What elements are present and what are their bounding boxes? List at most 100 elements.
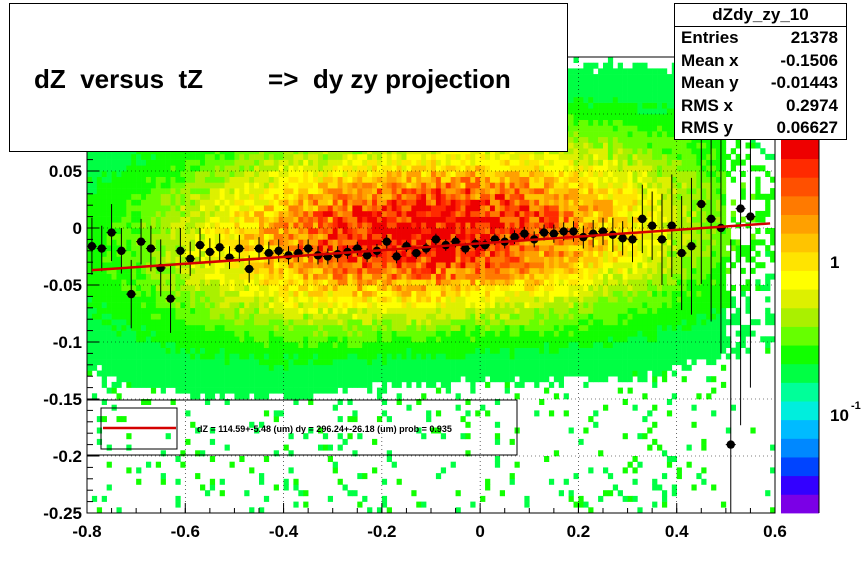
profile-marker [539,228,549,237]
color-scale-swatch [781,475,819,495]
axes: -0.8 -0.6 -0.4 -0.2 0 0.2 0.4 0.6 -0.25 -0.2 -0.15… [43,56,787,541]
profile-marker [677,248,686,258]
color-scale-swatch [781,419,819,439]
stat-label: RMS y [681,118,733,138]
profile-marker [107,228,116,237]
color-scale-swatch [781,140,819,160]
color-scale-swatch [781,382,819,402]
stat-value: -0.1506 [780,50,838,70]
stat-value: 0.06627 [776,118,838,138]
profile-point [627,216,638,263]
plot-title: dZ versus tZ => dy zy projection [34,64,511,94]
profile-marker [254,244,264,253]
stat-label: Mean y [681,73,739,93]
x-tick-label: 0.2 [567,522,591,541]
profile-marker [186,254,195,263]
title-box: dZ versus tZ => dy zy projection [9,3,568,152]
fit-legend-text: dZ = 114.59+-5.48 (um) dy = 296.24+-26.1… [197,424,452,434]
x-tick-label: -0.6 [171,522,200,541]
color-scale-swatch [781,438,819,458]
stats-row: RMS x 0.2974 [675,95,846,118]
profile-point [244,255,255,283]
profile-marker [412,248,421,258]
profile-point [725,239,736,513]
profile-point [656,193,667,285]
color-scale-swatch [781,363,819,383]
profile-point [116,228,127,274]
color-scale-swatch [781,158,819,178]
stat-value: 0.2974 [786,95,838,115]
stats-row: Mean y -0.01443 [675,72,846,95]
fit-legend: dZ = 114.59+-5.48 (um) dy = 296.24+-26.1… [86,399,518,456]
color-scale-swatch [781,214,819,234]
stat-value: -0.01443 [770,73,838,93]
x-tick-label: 0 [475,522,484,541]
profile-marker [726,440,735,449]
profile-marker [274,246,283,255]
profile-marker [697,199,706,209]
y-tick-label: -0.1 [53,333,82,352]
color-scale-swatch [781,401,819,421]
profile-marker [136,237,146,246]
profile-point [666,174,677,278]
profile-point [548,224,559,243]
profile-point [136,218,147,265]
profile-point [234,234,245,263]
profile-point [686,177,697,315]
y-tick-label: 0 [73,219,82,238]
profile-marker [461,244,470,253]
profile-marker [166,294,175,303]
y-tick-label: -0.15 [43,390,82,409]
profile-point [430,233,441,246]
fit-legend-frame [86,399,518,456]
profile-marker [127,289,136,299]
color-scale-swatch [781,345,819,365]
profile-point [381,234,392,249]
profile-marker [264,248,274,258]
profile-point [254,237,264,260]
profile-marker [195,240,205,250]
color-scale-swatch [781,457,819,477]
profile-point [145,225,156,272]
profile-marker [431,235,441,244]
profile-marker [618,234,627,243]
stats-row: Mean x -0.1506 [675,50,846,73]
x-tick-label: -0.2 [367,522,396,541]
profile-point [647,191,658,260]
profile-point [598,217,608,246]
y-tick-label: -0.2 [53,447,82,466]
profile-marker [746,212,755,221]
profile-point [126,259,137,329]
x-tick-label: 0.6 [763,522,787,541]
profile-marker [146,244,156,253]
profile-point [195,228,206,263]
stats-row: RMS y 0.06627 [675,117,846,140]
profile-marker [87,242,97,251]
color-scale-swatch [781,233,819,253]
color-scale-swatch [781,177,819,197]
profile-points [86,57,756,513]
profile-point [185,241,196,276]
profile-marker [235,244,244,253]
fit-line [91,222,771,272]
y-tick-label: -0.25 [43,504,82,523]
profile-marker [97,244,106,253]
profile-point [706,116,717,322]
profile-marker [736,204,745,213]
color-scale-swatch [781,494,819,514]
profile-point [263,241,274,265]
profile-marker [392,252,401,261]
color-scale-swatch [781,289,819,309]
profile-point [214,233,225,262]
profile-point [411,247,422,259]
profile-marker [520,229,529,238]
y-tick-label: 0.05 [49,162,82,181]
profile-marker [362,251,372,260]
profile-point [568,221,579,242]
profile-marker [569,227,578,236]
profile-marker [382,237,391,246]
stats-box: dZdy_zy_10 Entries 21378 Mean x -0.1506 Me… [674,3,847,140]
profile-point [273,239,284,263]
stat-value: 21378 [790,28,838,47]
profile-marker [687,242,696,251]
